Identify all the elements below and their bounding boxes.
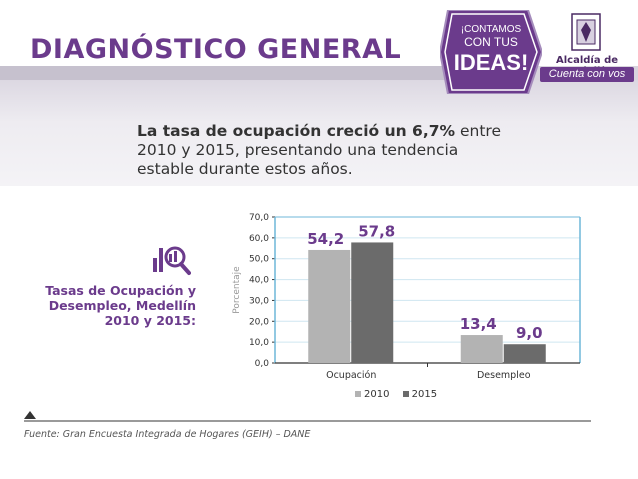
headline-rest: entre 2010 y 2015, presentando una tende… [137,122,501,178]
y-tick-label: 50,0 [249,255,269,265]
title-underline-bar [0,66,448,80]
side-label-line-3: 2010 y 2015: [104,313,196,328]
y-tick-label: 30,0 [249,296,269,306]
triangle-marker-icon [24,411,36,419]
headline-band [0,80,638,186]
legend-label-2015: 2015 [411,389,438,400]
chart-side-label: Tasas de Ocupación y Desempleo, Medellín… [36,283,196,328]
y-tick-label: 0,0 [255,359,270,369]
legend-item-2010: 2010 [355,389,389,400]
y-tick-label: 40,0 [249,276,269,286]
data-label: 57,8 [358,222,395,240]
contamos-badge: ¡CONTAMOS CON TUS IDEAS! [440,10,542,94]
bar-magnifier-icon [153,246,191,275]
bar-2015-desempleo [503,344,546,363]
badge-line-1: ¡CONTAMOS [461,24,522,35]
page-title: DIAGNÓSTICO GENERAL [30,34,402,65]
bar-2015-ocupación [351,242,394,363]
bar-2010-ocupación [308,249,351,363]
y-tick-label: 70,0 [249,213,269,223]
logo-slogan: Cuenta con vos [540,67,634,82]
side-label-line-1: Tasas de Ocupación y [45,283,196,298]
headline-text: La tasa de ocupación creció un 6,7% entr… [137,122,517,179]
y-tick-label: 60,0 [249,234,269,244]
legend-swatch-2010 [355,391,361,397]
y-tick-label: 20,0 [249,317,269,327]
y-tick-label: 10,0 [249,338,269,348]
footer-divider [24,420,591,422]
bar-2010-desempleo [460,335,503,363]
source-note: Fuente: Gran Encuesta Integrada de Hogar… [24,429,311,440]
data-label: 13,4 [460,315,497,333]
headline-bold: La tasa de ocupación creció un 6,7% [137,122,456,140]
x-tick-label: Ocupación [326,370,376,381]
data-label: 9,0 [516,324,543,342]
badge-line-2: CON TUS [464,35,518,49]
legend-swatch-2015 [402,391,409,397]
legend-item-2015: 2015 [402,389,438,400]
chart-legend: 2010 2015 [355,389,447,400]
side-label-line-2: Desempleo, Medellín [48,298,196,313]
alcaldia-shield-logo [571,13,601,51]
y-axis-label: Porcentaje [232,266,242,314]
data-label: 54,2 [307,230,344,248]
legend-label-2010: 2010 [364,389,390,400]
occupation-unemployment-bar-chart: 0,0 10,0 20,0 30,0 40,0 50,0 60,0 70,0 Porcentaj… [232,213,581,381]
x-tick-label: Desempleo [477,370,531,381]
badge-line-3: IDEAS! [454,50,529,75]
